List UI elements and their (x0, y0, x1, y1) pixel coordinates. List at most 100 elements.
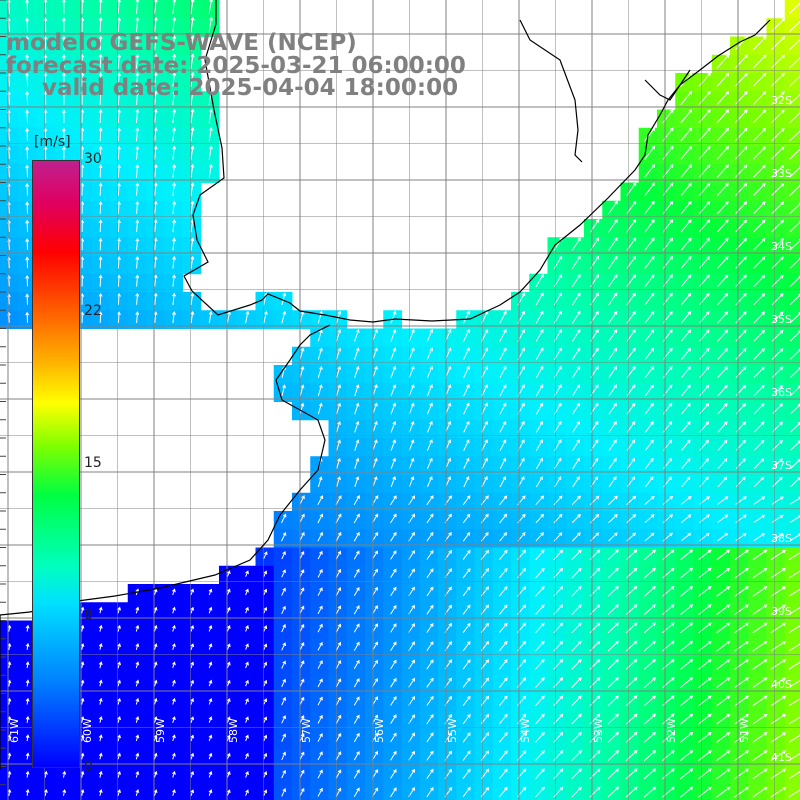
wind-arrow (498, 622, 508, 634)
wind-arrow (608, 310, 618, 324)
wind-arrow (299, 733, 305, 742)
lon-label: 56W (373, 718, 386, 743)
wind-arrow (771, 201, 785, 215)
wind-arrow (281, 678, 286, 688)
wind-arrow (426, 402, 433, 415)
wind-arrow (299, 402, 305, 415)
wind-arrow (498, 750, 508, 761)
wind-arrow (608, 292, 618, 306)
wind-arrow (408, 402, 415, 415)
wind-arrow (135, 237, 140, 251)
wind-arrow (335, 347, 342, 360)
wind-speed-cell (784, 109, 800, 129)
wind-arrow (135, 679, 140, 687)
wind-arrow (263, 789, 268, 796)
wind-arrow (535, 513, 545, 524)
wind-arrow (408, 439, 415, 451)
wind-arrow (463, 384, 470, 397)
wind-arrow (135, 200, 140, 214)
wind-arrow (426, 531, 434, 542)
wind-arrow (681, 421, 691, 433)
wind-arrow (644, 384, 654, 397)
wind-arrow (716, 164, 729, 178)
wind-arrow (535, 439, 543, 451)
wind-arrow (498, 586, 508, 597)
wind-arrow (245, 643, 249, 650)
wind-arrow (589, 750, 601, 762)
wind-arrow (717, 514, 729, 524)
wind-arrow (263, 698, 268, 705)
wind-arrow (734, 732, 749, 743)
wind-arrow (735, 201, 748, 215)
wind-arrow (535, 310, 544, 324)
wind-arrow (717, 532, 729, 542)
wind-arrow (607, 549, 619, 561)
wind-arrow (353, 495, 360, 506)
wind-arrow (317, 733, 323, 742)
wind-arrow (698, 750, 712, 762)
wind-arrow (172, 752, 176, 760)
wind-arrow (117, 16, 122, 33)
wind-arrow (116, 164, 121, 178)
wind-arrow (25, 219, 30, 232)
wind-arrow (98, 770, 103, 778)
wind-arrow (117, 0, 122, 14)
wind-arrow (353, 605, 360, 615)
colorbar-unit: [m/s] (34, 134, 71, 150)
wind-arrow (336, 365, 342, 378)
wind-arrow (608, 495, 618, 505)
wind-arrow (698, 768, 712, 780)
wind-arrow (572, 347, 581, 360)
wind-arrow (390, 605, 397, 615)
wind-arrow (335, 550, 342, 560)
wind-arrow (335, 513, 342, 524)
wind-arrow (553, 604, 564, 615)
wind-arrow (354, 365, 360, 378)
wind-arrow (190, 588, 195, 596)
wind-arrow (643, 585, 656, 597)
wind-arrow (426, 768, 434, 779)
wind-arrow (98, 697, 103, 705)
wind-arrow (61, 145, 66, 160)
wind-speed-cell (784, 200, 800, 220)
wind-arrow (335, 787, 342, 797)
wind-arrow (117, 643, 121, 650)
wind-speed-cell (784, 438, 800, 457)
wind-arrow (680, 622, 694, 634)
wind-arrow (607, 658, 619, 670)
wind-arrow (25, 770, 30, 778)
wind-arrow (25, 164, 30, 178)
wind-arrow (354, 328, 360, 342)
lat-label: 38S (771, 532, 792, 545)
wind-arrow (753, 219, 766, 233)
wind-arrow (481, 457, 488, 470)
wind-arrow (117, 606, 121, 614)
wind-arrow (498, 604, 508, 615)
wind-arrow (734, 750, 749, 762)
wind-arrow (98, 200, 103, 214)
wind-arrow (390, 457, 396, 469)
wind-arrow (535, 384, 544, 397)
wind-arrow (535, 329, 544, 342)
wind-arrow (153, 163, 158, 178)
wind-arrow (680, 164, 692, 178)
wind-arrow (644, 127, 656, 142)
wind-arrow (644, 439, 654, 451)
lat-label: 32S (771, 94, 792, 107)
wind-arrow (498, 677, 508, 688)
wind-arrow (135, 716, 140, 723)
wind-arrow (716, 732, 731, 743)
wind-arrow (680, 90, 693, 106)
wind-arrow (317, 531, 323, 542)
wind-arrow (390, 420, 397, 433)
lat-label: 34S (771, 240, 792, 253)
wind-arrow (208, 679, 213, 687)
wind-arrow (390, 677, 397, 688)
wind-arrow (608, 439, 617, 451)
wind-arrow (753, 146, 766, 160)
wind-arrow (281, 551, 286, 560)
wind-arrow (317, 605, 323, 615)
wind-arrow (499, 365, 507, 379)
wind-speed-cell (748, 784, 767, 800)
wind-arrow (263, 606, 268, 614)
